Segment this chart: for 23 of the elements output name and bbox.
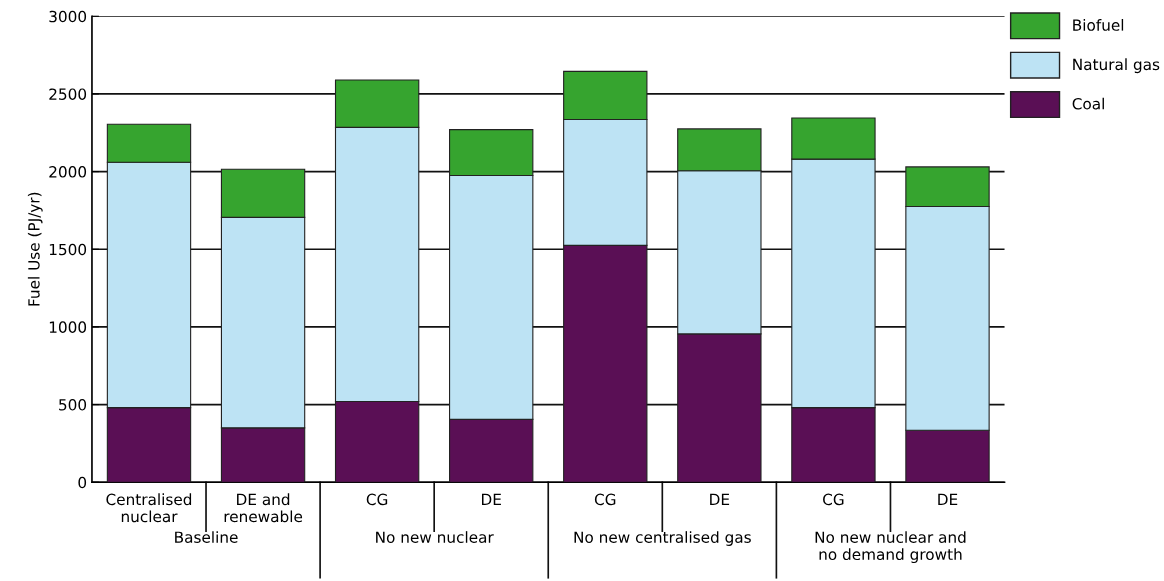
- x-tick-label: Centralised nuclear: [106, 493, 192, 523]
- x-tick-label: DE: [710, 493, 730, 505]
- x-tick-label: DE: [482, 493, 501, 505]
- y-tick-label: 0: [78, 476, 87, 489]
- legend-label: Biofuel: [1073, 19, 1124, 31]
- y-tick-label: 2000: [49, 166, 87, 178]
- y-tick-label: 3000: [49, 10, 87, 23]
- y-tick-label: 500: [59, 399, 87, 411]
- text: No new nuclear: [376, 531, 494, 543]
- legend-label: Coal: [1072, 97, 1104, 110]
- text: Baseline: [175, 531, 238, 543]
- legend-label: Natural gas: [1073, 58, 1160, 74]
- y-tick-label: 1000: [49, 321, 87, 333]
- text: No new nuclear and no demand growth: [815, 531, 966, 564]
- x-tick-label: CG: [823, 493, 844, 506]
- y-axis-title: Fuel Use (PJ/yr): [27, 192, 43, 306]
- x-tick-label: CG: [366, 493, 388, 506]
- x-tick-label: DE and renewable: [224, 493, 303, 523]
- text: No new centralised gas: [574, 531, 751, 546]
- y-tick-label: 1500: [49, 243, 87, 256]
- x-tick-label: CG: [594, 493, 616, 506]
- x-tick-label: DE: [938, 493, 958, 505]
- y-tick-label: 2500: [49, 88, 87, 100]
